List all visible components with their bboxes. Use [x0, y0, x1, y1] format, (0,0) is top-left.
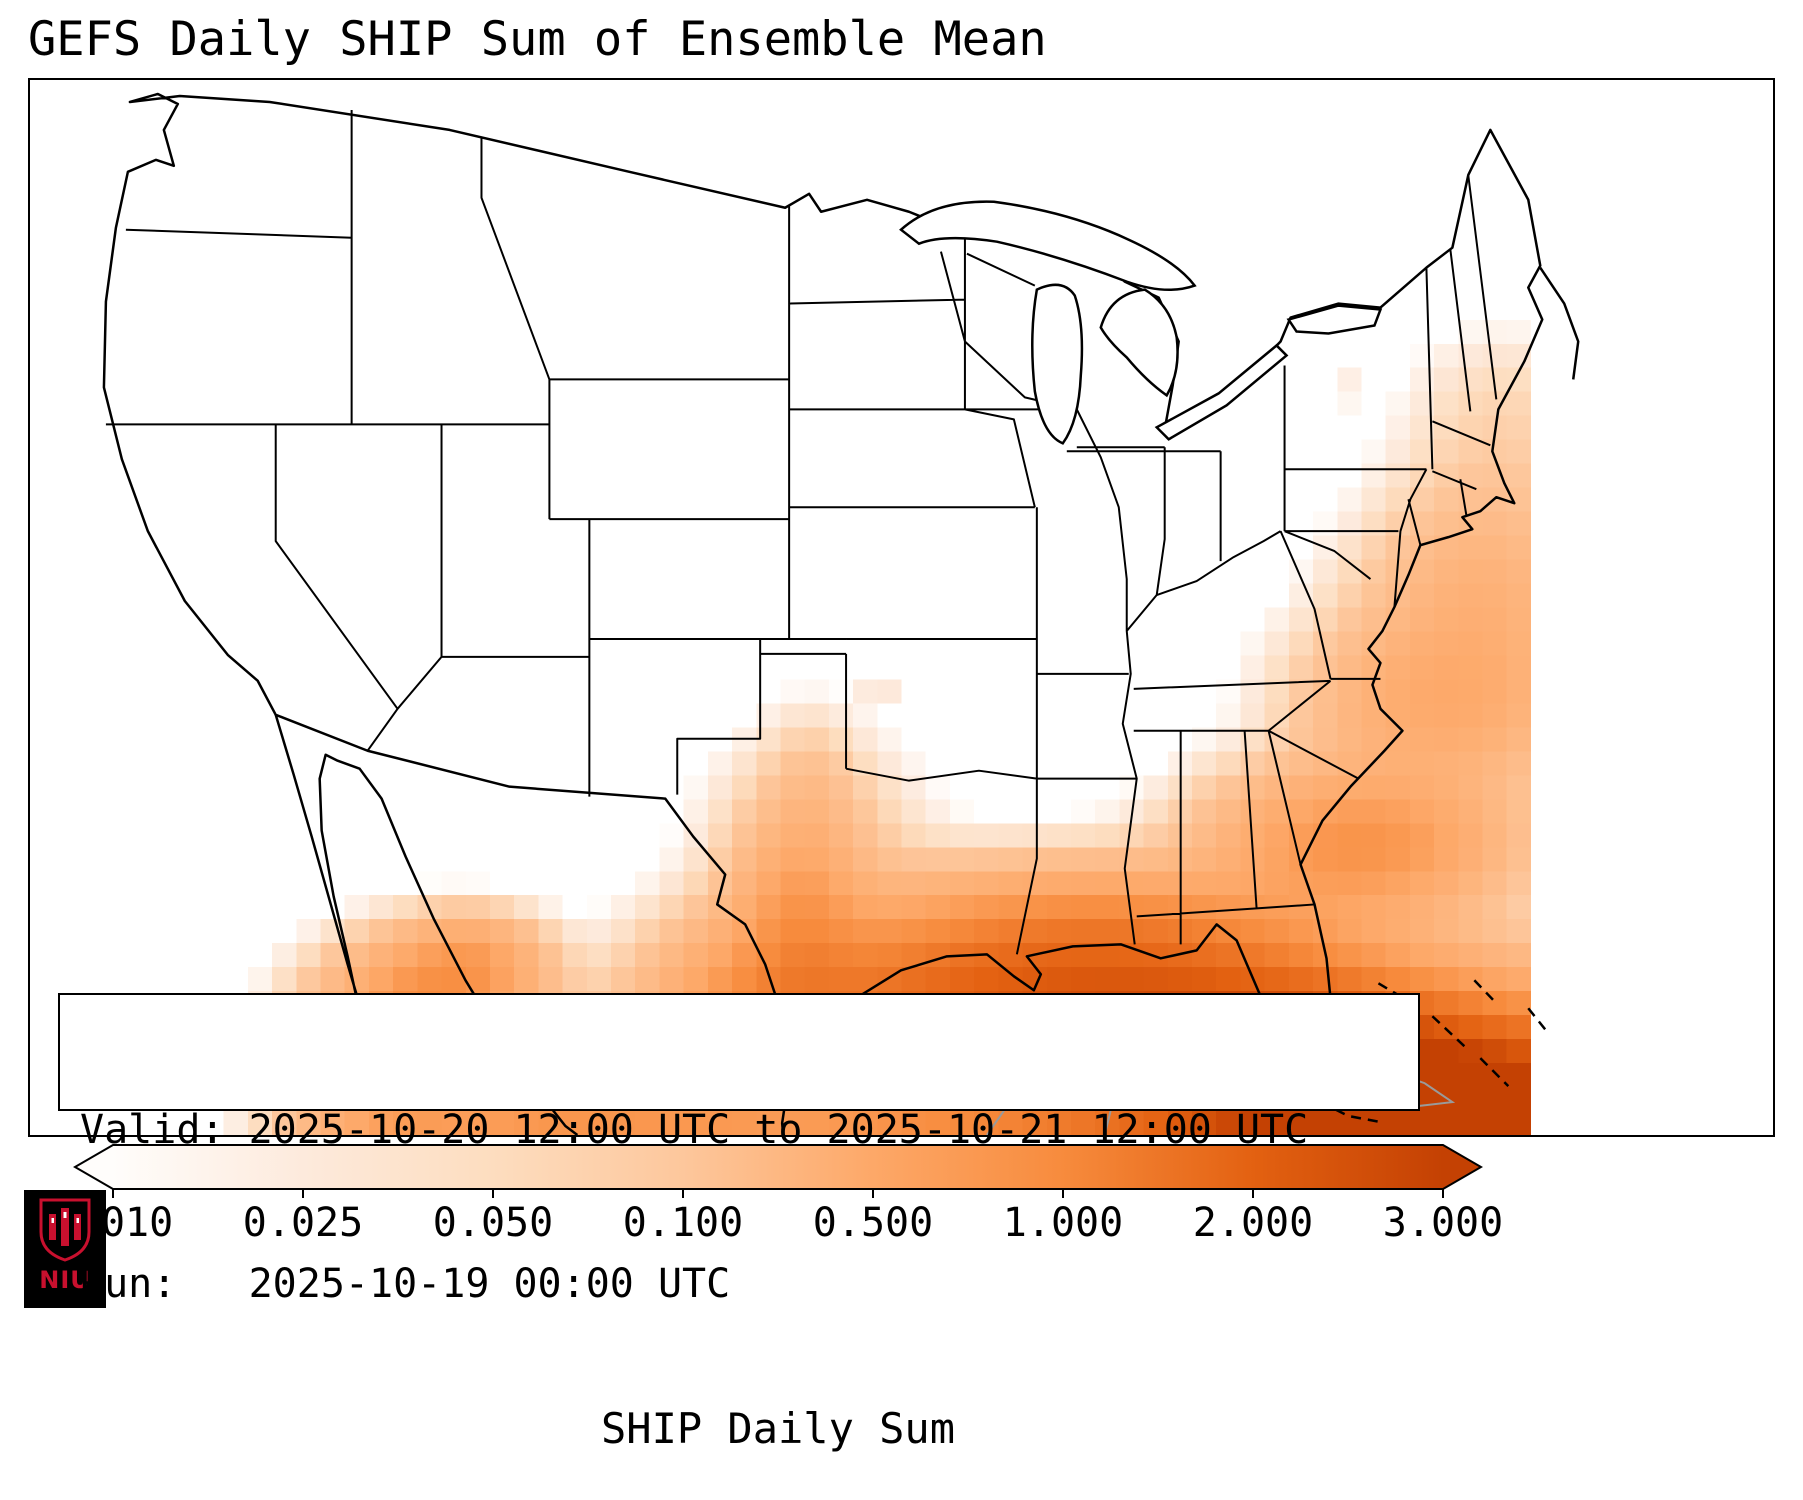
colorbar-tick-label: 2.000	[1192, 1200, 1314, 1246]
colorbar-tick-label: 0.100	[622, 1200, 744, 1246]
valid-time-text: Valid: 2025-10-20 12:00 UTC to 2025-10-2…	[80, 1107, 1309, 1154]
colorbar-tick-label: 0.500	[812, 1200, 934, 1246]
colorbar	[73, 1144, 1483, 1198]
map-frame	[28, 78, 1775, 1137]
colorbar-axis-label: SHIP Daily Sum	[600, 1404, 956, 1453]
niu-logo-text: NIU	[39, 1266, 91, 1294]
niu-logo: NIU	[24, 1190, 106, 1308]
colorbar-tick-label: 3.000	[1382, 1200, 1504, 1246]
colorbar-tick-label: 0.050	[432, 1200, 554, 1246]
figure-title: GEFS Daily SHIP Sum of Ensemble Mean	[28, 12, 1047, 67]
state-borders	[105, 109, 1498, 955]
map-svg	[102, 92, 1580, 1135]
niu-shield-icon	[39, 1198, 91, 1262]
info-box: Valid: 2025-10-20 12:00 UTC to 2025-10-2…	[58, 993, 1420, 1307]
run-time-text: Run: 2025-10-19 00:00 UTC	[80, 1260, 731, 1307]
us-national-outline	[102, 92, 1544, 1098]
colorbar-tick-label: 0.025	[242, 1200, 364, 1246]
colorbar-tick-marks	[112, 1189, 1444, 1198]
ship-heatmap-canvas	[30, 80, 1773, 1135]
colorbar-tick-label: 1.000	[1002, 1200, 1124, 1246]
great-lakes	[899, 200, 1383, 445]
